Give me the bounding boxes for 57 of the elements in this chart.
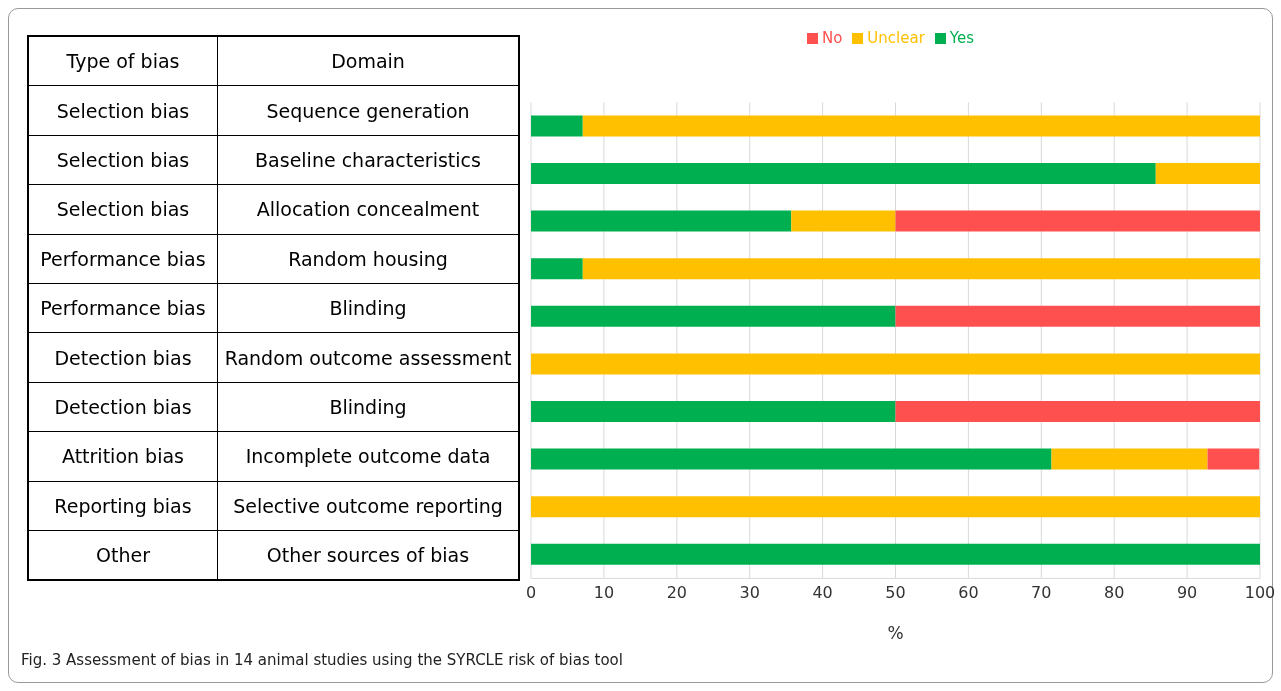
- x-tick-label: 50: [885, 582, 906, 602]
- text: Other: [28, 530, 218, 581]
- y-tick-label: Random outcome assessment: [217, 332, 519, 383]
- x-tick-label: 60: [958, 582, 979, 602]
- y-tick-label: Blinding: [217, 382, 519, 432]
- legend-label: No: [821, 29, 843, 47]
- text: Detection bias: [28, 382, 218, 432]
- x-tick-label: 80: [1104, 582, 1125, 602]
- text: Domain: [217, 36, 519, 86]
- bar: [531, 115, 583, 137]
- text: Attrition bias: [28, 431, 218, 482]
- x-tick-label: 30: [739, 582, 760, 602]
- x-tick-label: 10: [593, 582, 615, 602]
- bar: [531, 448, 1052, 470]
- text: Performance bias: [28, 283, 218, 333]
- y-tick-label: Selective outcome reporting: [217, 481, 519, 531]
- bar: [1155, 163, 1260, 184]
- bar: [531, 258, 583, 280]
- bar: [791, 210, 896, 232]
- bar: [582, 115, 1260, 137]
- x-tick-label: 100: [1244, 582, 1276, 602]
- bar: [895, 210, 1260, 232]
- y-tick-label: Incomplete outcome data: [217, 431, 519, 482]
- x-tick-label: 90: [1176, 582, 1198, 602]
- text: Reporting bias: [28, 481, 218, 531]
- bar: [531, 543, 1260, 565]
- bar: [1207, 448, 1260, 470]
- x-tick-label: 20: [666, 582, 687, 602]
- y-tick-label: Other sources of bias: [217, 530, 519, 581]
- y-tick-label: Allocation concealment: [217, 184, 519, 235]
- legend-label: Unclear: [867, 29, 925, 47]
- y-tick-label: Baseline characteristics: [217, 135, 519, 185]
- y-tick-label: Blinding: [217, 283, 519, 333]
- bar: [531, 305, 896, 327]
- text: Selection bias: [28, 85, 218, 136]
- caption: Fig. 3 Assessment of bias in 14 animal studies using the SYRCLE risk of bias tool: [21, 651, 623, 669]
- text: Performance bias: [28, 234, 218, 284]
- y-tick-label: Random housing: [217, 234, 519, 284]
- x-tick-label: 70: [1031, 582, 1052, 602]
- bar: [531, 400, 896, 422]
- text: Selection bias: [28, 135, 218, 185]
- x-tick-label: 0: [525, 582, 537, 602]
- bar: [582, 258, 1260, 280]
- text: Type of bias: [28, 36, 218, 86]
- bar: [531, 353, 1260, 375]
- bar: [531, 163, 1156, 184]
- text: Detection bias: [28, 332, 218, 383]
- x-tick-label: 40: [812, 582, 833, 602]
- bar: [895, 305, 1260, 327]
- bar: [1051, 448, 1208, 470]
- bar: [531, 210, 792, 232]
- legend-label: Yes: [949, 29, 975, 47]
- bar: [531, 496, 1260, 518]
- y-tick-label: Sequence generation: [217, 85, 519, 136]
- text: Selection bias: [28, 184, 218, 235]
- bar: [895, 400, 1260, 422]
- x-axis-title: %: [887, 623, 904, 644]
